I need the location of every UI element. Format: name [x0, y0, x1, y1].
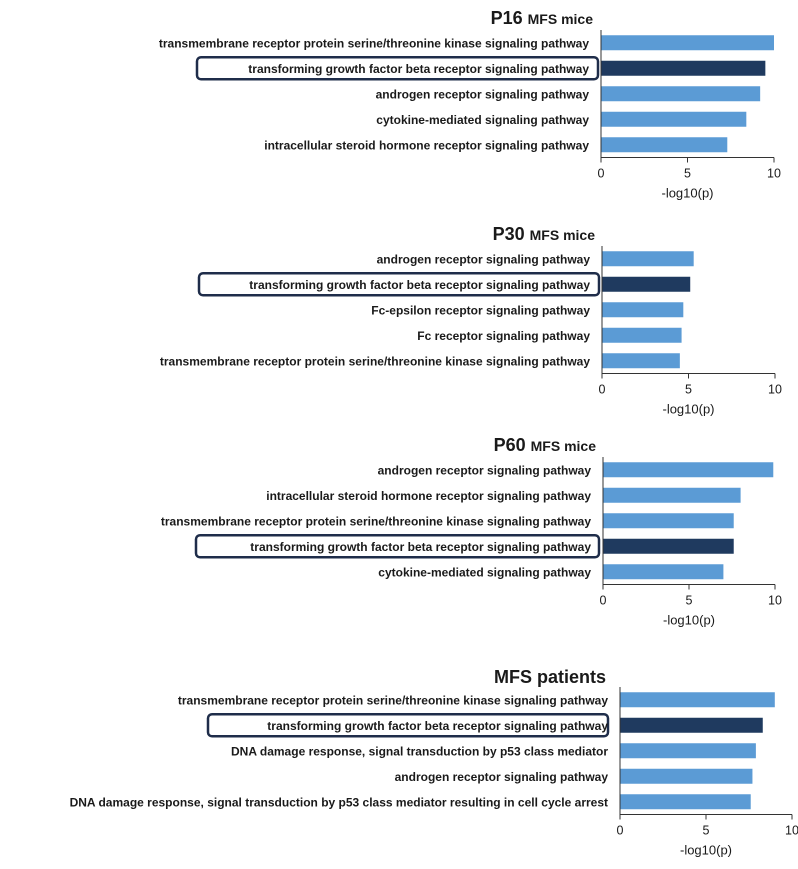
bar — [620, 794, 751, 810]
chart-title: MFS patients — [494, 667, 606, 687]
chart-panel: P30 MFS mice androgen receptor signaling … — [160, 224, 782, 417]
category-label: transmembrane receptor protein serine/th… — [159, 36, 589, 50]
chart-title-main: MFS patients — [494, 667, 606, 687]
x-tick-label: 5 — [684, 167, 691, 181]
highlight-frame — [206, 713, 610, 738]
x-tick-label: 0 — [598, 167, 605, 181]
bar — [620, 743, 756, 759]
x-tick-label: 10 — [768, 383, 782, 397]
bar — [602, 327, 682, 343]
category-label: cytokine-mediated signaling pathway — [378, 565, 591, 579]
category-label: androgen receptor signaling pathway — [378, 463, 592, 477]
highlight-frame — [197, 272, 601, 297]
bar-highlighted — [603, 538, 734, 554]
bar-highlighted — [620, 717, 763, 733]
bar — [602, 251, 694, 267]
chart-title: P16 MFS mice — [491, 8, 594, 28]
x-tick-label: 0 — [599, 383, 606, 397]
bar-highlighted — [602, 276, 691, 292]
category-label: transmembrane receptor protein serine/th… — [161, 514, 591, 528]
category-label: androgen receptor signaling pathway — [376, 87, 590, 101]
x-tick-label: 0 — [617, 824, 624, 838]
bar — [602, 353, 680, 369]
x-axis-label: -log10(p) — [661, 186, 713, 201]
x-tick-label: 10 — [767, 167, 781, 181]
highlight-frame — [195, 56, 600, 81]
x-axis-label: -log10(p) — [663, 613, 715, 628]
chart-panel: P60 MFS mice androgen receptor signaling … — [161, 435, 782, 628]
bar — [620, 692, 775, 708]
category-label: DNA damage response, signal transduction… — [70, 795, 608, 809]
bar — [602, 302, 684, 318]
bar — [603, 487, 741, 503]
category-label: transforming growth factor beta receptor… — [250, 540, 591, 554]
x-tick-label: 0 — [600, 594, 607, 608]
category-label: cytokine-mediated signaling pathway — [376, 113, 589, 127]
bar — [601, 111, 747, 127]
chart-title-suffix: MFS mice — [530, 227, 596, 243]
bar — [620, 768, 753, 784]
x-tick-label: 10 — [785, 824, 798, 838]
x-tick-label: 5 — [685, 383, 692, 397]
category-label: intracellular steroid hormone receptor s… — [266, 489, 591, 503]
bar — [601, 35, 774, 51]
bar — [601, 137, 728, 153]
category-label: transmembrane receptor protein serine/th… — [160, 354, 590, 368]
bar-highlighted — [601, 60, 766, 76]
chart-panel: P16 MFS mice transmembrane receptor prote… — [159, 8, 781, 201]
category-label: Fc receptor signaling pathway — [417, 329, 590, 343]
category-label: intracellular steroid hormone receptor s… — [264, 138, 589, 152]
category-label: transforming growth factor beta receptor… — [267, 719, 608, 733]
highlight-frame — [194, 534, 601, 559]
category-label: transforming growth factor beta receptor… — [249, 278, 590, 292]
chart-title-suffix: MFS mice — [528, 11, 594, 27]
x-tick-label: 10 — [768, 594, 782, 608]
chart-title-main: P30 — [493, 224, 525, 244]
category-label: transforming growth factor beta receptor… — [248, 62, 589, 76]
bar — [603, 462, 774, 478]
chart-panel: MFS patients transmembrane receptor prote… — [70, 667, 798, 858]
x-tick-label: 5 — [686, 594, 693, 608]
x-tick-label: 5 — [703, 824, 710, 838]
chart-title: P60 MFS mice — [494, 435, 597, 455]
chart-title-suffix: MFS mice — [531, 438, 597, 454]
category-label: transmembrane receptor protein serine/th… — [178, 693, 608, 707]
bar — [603, 513, 734, 529]
category-label: androgen receptor signaling pathway — [395, 770, 609, 784]
x-axis-label: -log10(p) — [680, 843, 732, 858]
category-label: DNA damage response, signal transduction… — [231, 744, 608, 758]
chart-title: P30 MFS mice — [493, 224, 596, 244]
chart-title-main: P60 — [494, 435, 526, 455]
bar — [601, 86, 761, 102]
category-label: Fc-epsilon receptor signaling pathway — [371, 303, 590, 317]
chart-title-main: P16 — [491, 8, 523, 28]
bar — [603, 564, 724, 580]
category-label: androgen receptor signaling pathway — [377, 252, 591, 266]
x-axis-label: -log10(p) — [662, 402, 714, 417]
